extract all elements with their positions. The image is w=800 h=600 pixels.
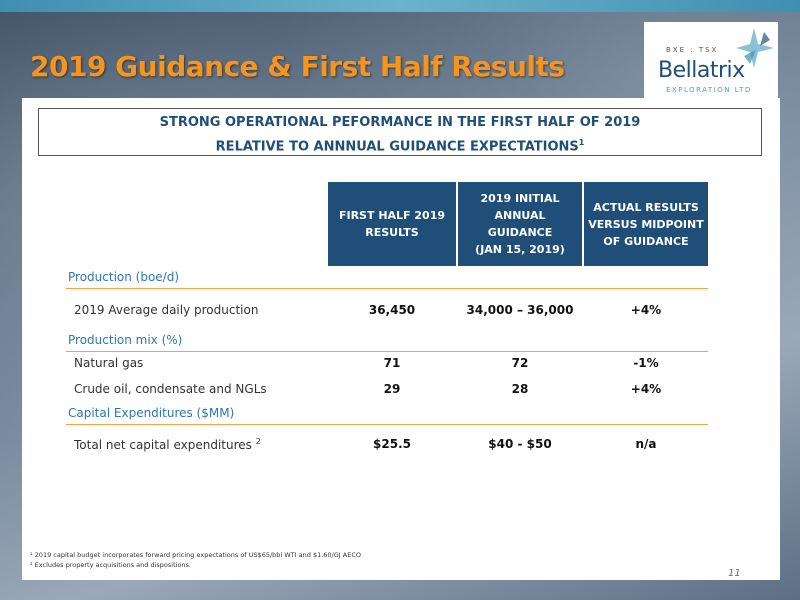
section-label-production-mix: Production mix (%) [68, 333, 183, 347]
logo-name: Bellatrix [658, 58, 745, 83]
column-header-line: (JAN 15, 2019) [475, 243, 565, 256]
row-label-avg-daily-production: 2019 Average daily production [74, 303, 259, 317]
table-cell: 29 [383, 382, 401, 396]
logo-exchange-ticker: BXE : TSX [666, 46, 719, 54]
slide-title: 2019 Guidance & First Half Results [30, 50, 565, 83]
headline-box: STRONG OPERATIONAL PEFORMANCE IN THE FIR… [38, 108, 762, 156]
table-cell: 72 [511, 356, 529, 370]
table-cell: $25.5 [373, 437, 411, 451]
table-cell: +4% [630, 382, 662, 396]
star-icon [736, 28, 774, 68]
table-cell: 34,000 – 36,000 [466, 303, 574, 317]
column-header-actual-vs-midpoint: ACTUAL RESULTS VERSUS MIDPOINT OF GUIDAN… [584, 182, 708, 266]
section-divider [66, 424, 708, 425]
column-header-line: FIRST HALF 2019 [338, 209, 446, 222]
column-header-line: ACTUAL RESULTS [593, 200, 699, 214]
table-cell: 71 [383, 356, 401, 370]
column-header-line: RESULTS [365, 226, 419, 239]
headline-line-1: STRONG OPERATIONAL PEFORMANCE IN THE FIR… [159, 115, 641, 130]
table-cell: 28 [511, 382, 529, 396]
top-accent-band [0, 0, 800, 12]
headline-line-2-text: RELATIVE TO ANNNUAL GUIDANCE EXPECTATION… [215, 139, 579, 155]
page-number: 11 [728, 568, 741, 579]
row-label-text: Total net capital expenditures [74, 438, 252, 452]
table-cell: 36,450 [368, 303, 416, 317]
company-logo: BXE : TSX Bellatrix EXPLORATION LTD [644, 22, 778, 104]
section-divider [66, 351, 708, 352]
section-label-production: Production (boe/d) [68, 270, 180, 284]
row-label-natural-gas: Natural gas [74, 356, 144, 370]
row-label-crude-oil: Crude oil, condensate and NGLs [74, 382, 267, 396]
column-header-line: ANNUAL GUIDANCE [487, 209, 553, 239]
column-header-line: 2019 INITIAL [480, 192, 560, 205]
footnote-1: ¹ 2019 capital budget incorporates forwa… [30, 551, 361, 559]
row-label-total-capex: Total net capital expenditures 2 [74, 437, 261, 452]
table-cell: +4% [630, 303, 662, 317]
content-panel: STRONG OPERATIONAL PEFORMANCE IN THE FIR… [22, 98, 780, 580]
section-divider [66, 288, 708, 289]
table-cell: n/a [635, 437, 657, 451]
footnote-2: ² Excludes property acquisitions and dis… [30, 561, 191, 569]
headline-footnote-marker: 1 [578, 138, 585, 147]
headline-line-2: RELATIVE TO ANNNUAL GUIDANCE EXPECTATION… [39, 133, 761, 157]
footnotes: ¹ 2019 capital budget incorporates forwa… [30, 550, 361, 570]
footnote-marker: 2 [255, 437, 261, 446]
logo-subtitle: EXPLORATION LTD [666, 86, 752, 94]
column-header-guidance: 2019 INITIAL ANNUAL GUIDANCE (JAN 15, 20… [458, 182, 582, 266]
table-cell: $40 - $50 [488, 437, 552, 451]
column-header-line: VERSUS MIDPOINT [588, 217, 704, 231]
section-label-capex: Capital Expenditures ($MM) [68, 406, 235, 420]
column-header-first-half: FIRST HALF 2019 RESULTS [328, 182, 456, 266]
column-header-line: OF GUIDANCE [603, 234, 689, 248]
table-cell: -1% [633, 356, 659, 370]
